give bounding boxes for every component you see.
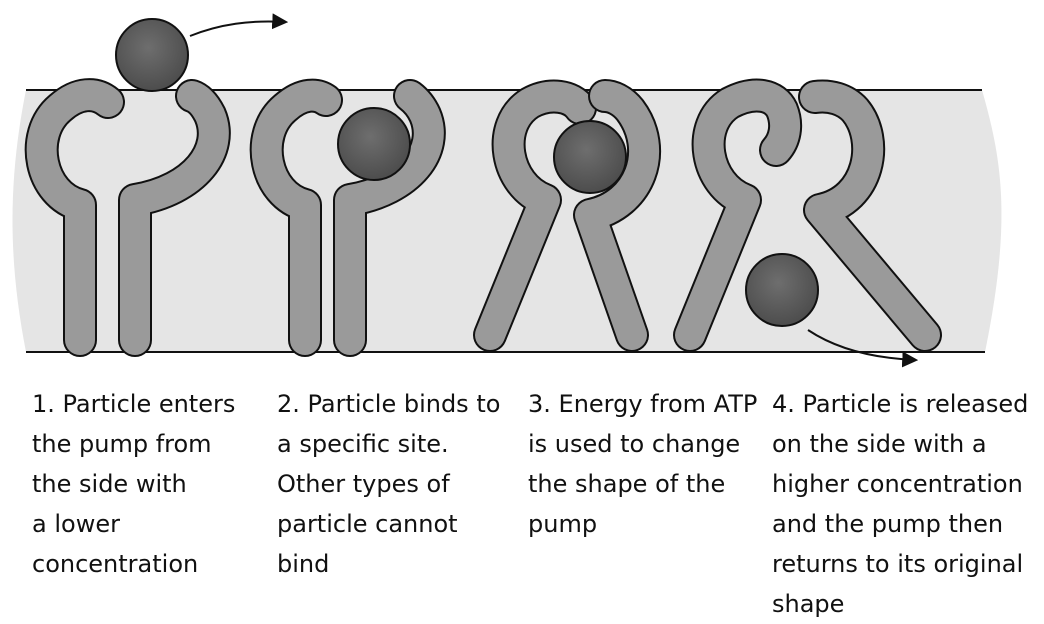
caption-line: 2. Particle binds to (277, 390, 501, 418)
caption-line: pump (528, 510, 598, 538)
caption-line: the shape of the (528, 470, 726, 498)
caption-line: particle cannot (277, 510, 458, 538)
particle-4 (745, 253, 819, 327)
caption-line: on the side with a (772, 430, 987, 458)
active-transport-diagram (12, 13, 1002, 368)
caption-line: a specific site. (277, 430, 449, 458)
particle-1 (115, 18, 189, 92)
caption-line: and the pump then (772, 510, 1004, 538)
caption-line: is used to change (528, 430, 741, 458)
step-2-caption: 2. Particle binds to a specific site. Ot… (277, 384, 517, 584)
caption-line: the side with (32, 470, 187, 498)
particle-2 (337, 107, 411, 181)
caption-line: the pump from (32, 430, 212, 458)
arrow-1 (189, 13, 289, 37)
caption-line: 1. Particle enters (32, 390, 236, 418)
caption-line: a lower (32, 510, 120, 538)
caption-line: concentration (32, 550, 199, 578)
caption-line: bind (277, 550, 330, 578)
caption-line: 4. Particle is released (772, 390, 1029, 418)
arrow-4 (807, 329, 919, 368)
caption-line: returns to its original (772, 550, 1024, 578)
step-1-caption: 1. Particle enters the pump from the sid… (32, 384, 267, 584)
particle-3 (553, 120, 627, 194)
pump-step-1 (24, 13, 289, 357)
caption-line: 3. Energy from ATP (528, 390, 758, 418)
pump-step-4 (673, 78, 942, 368)
caption-line: Other types of (277, 470, 450, 498)
step-3-caption: 3. Energy from ATP is used to change the… (528, 384, 763, 544)
pump-step-2 (249, 78, 446, 357)
pump-step-3 (473, 79, 662, 352)
step-4-caption: 4. Particle is released on the side with… (772, 384, 1040, 624)
caption-line: higher concentration (772, 470, 1023, 498)
caption-line: shape (772, 590, 845, 618)
